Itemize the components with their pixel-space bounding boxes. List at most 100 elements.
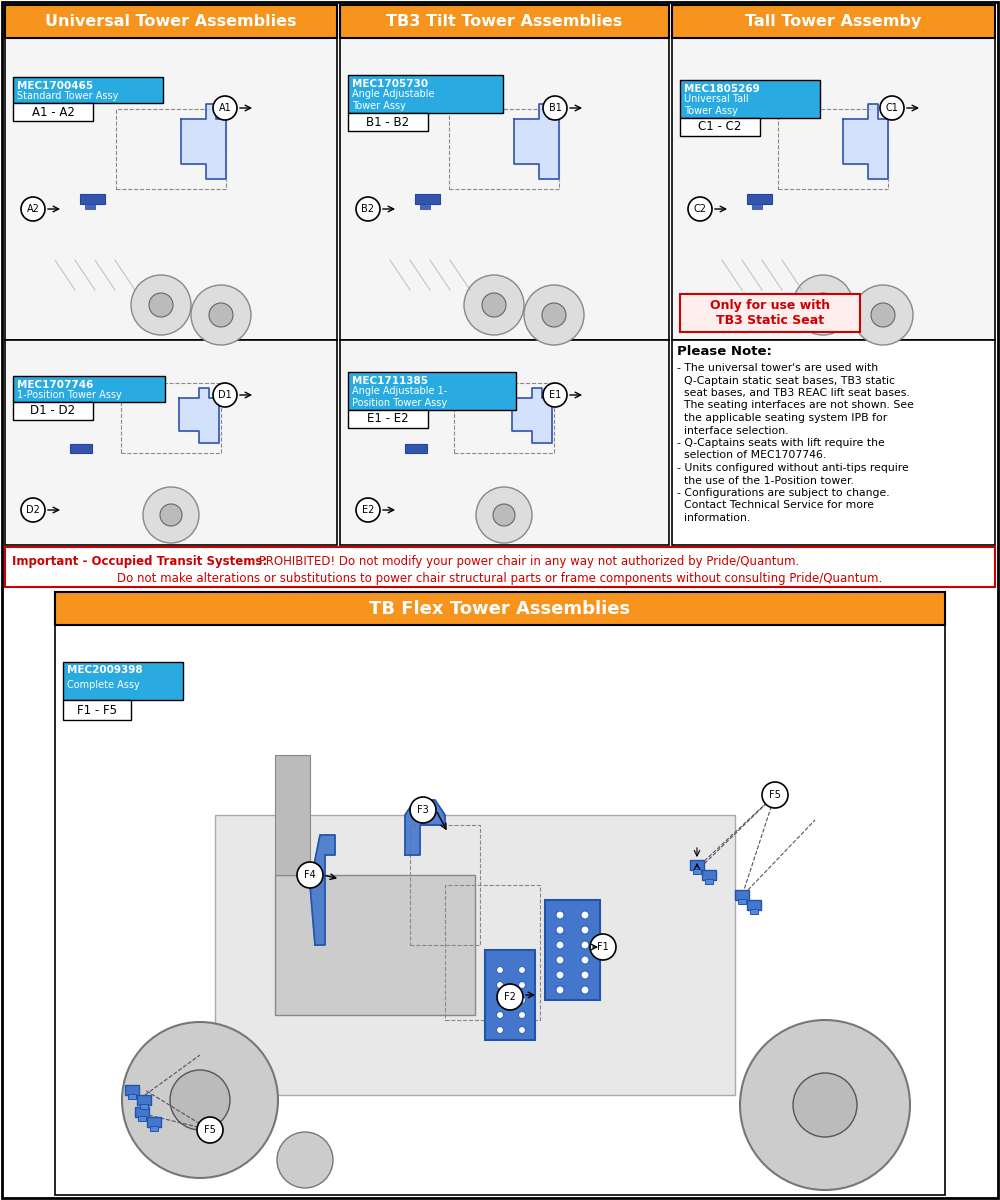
- Polygon shape: [512, 388, 552, 443]
- Circle shape: [496, 1012, 504, 1019]
- Circle shape: [496, 1026, 504, 1033]
- Bar: [420, 204, 430, 209]
- Bar: [348, 410, 428, 428]
- Circle shape: [793, 275, 853, 335]
- Text: Position Tower Assy: Position Tower Assy: [352, 398, 447, 408]
- Circle shape: [497, 984, 523, 1010]
- Text: Q-Captain static seat bases, TB3 static: Q-Captain static seat bases, TB3 static: [677, 376, 895, 385]
- Circle shape: [464, 275, 524, 335]
- Text: D2: D2: [26, 505, 40, 515]
- Circle shape: [524, 284, 584, 346]
- Circle shape: [493, 504, 515, 526]
- Circle shape: [496, 982, 504, 989]
- Circle shape: [356, 197, 380, 221]
- Text: D1: D1: [218, 390, 232, 400]
- Text: - Q-Captains seats with lift require the: - Q-Captains seats with lift require the: [677, 438, 885, 448]
- Bar: [348, 372, 516, 410]
- Bar: [747, 900, 761, 910]
- Text: Contact Technical Service for more: Contact Technical Service for more: [677, 500, 874, 510]
- Bar: [13, 376, 165, 402]
- Text: selection of MEC1707746.: selection of MEC1707746.: [677, 450, 826, 461]
- Text: PROHIBITED! Do not modify your power chair in any way not authorized by Pride/Qu: PROHIBITED! Do not modify your power cha…: [255, 554, 799, 568]
- Bar: [348, 74, 503, 113]
- Polygon shape: [310, 835, 335, 946]
- Text: Universal Tall: Universal Tall: [684, 94, 749, 104]
- Circle shape: [213, 383, 237, 407]
- Bar: [13, 103, 93, 121]
- Text: MEC2009398: MEC2009398: [67, 665, 143, 674]
- Text: F1: F1: [597, 942, 609, 952]
- Text: Angle Adjustable: Angle Adjustable: [352, 89, 434, 98]
- Text: F4: F4: [304, 870, 316, 880]
- Bar: [415, 194, 440, 204]
- Bar: [5, 340, 337, 545]
- Bar: [140, 1104, 148, 1109]
- Text: TB3 Tilt Tower Assemblies: TB3 Tilt Tower Assemblies: [386, 14, 623, 29]
- Bar: [690, 860, 704, 870]
- Bar: [405, 444, 427, 452]
- Text: MEC1805269: MEC1805269: [684, 84, 760, 94]
- Text: F5: F5: [204, 1126, 216, 1135]
- Circle shape: [740, 1020, 910, 1190]
- Bar: [454, 383, 554, 452]
- Bar: [5, 38, 337, 340]
- Bar: [5, 5, 337, 38]
- Bar: [55, 625, 945, 1195]
- Circle shape: [581, 971, 589, 979]
- Bar: [116, 109, 226, 188]
- Bar: [340, 5, 669, 38]
- Text: F1 - F5: F1 - F5: [77, 703, 117, 716]
- Bar: [125, 1085, 139, 1094]
- Bar: [680, 80, 820, 118]
- Bar: [705, 878, 713, 884]
- Text: Do not make alterations or substitutions to power chair structural parts or fram: Do not make alterations or substitutions…: [117, 572, 883, 584]
- Circle shape: [209, 302, 233, 326]
- Text: E1: E1: [549, 390, 561, 400]
- Circle shape: [581, 911, 589, 919]
- Bar: [778, 109, 888, 188]
- Text: - Configurations are subject to change.: - Configurations are subject to change.: [677, 488, 890, 498]
- Circle shape: [518, 996, 526, 1003]
- Text: information.: information.: [677, 514, 750, 523]
- Bar: [672, 5, 995, 38]
- Bar: [680, 118, 760, 136]
- Circle shape: [871, 302, 895, 326]
- Circle shape: [811, 293, 835, 317]
- Text: A1: A1: [219, 103, 231, 113]
- Circle shape: [543, 96, 567, 120]
- Circle shape: [556, 956, 564, 964]
- Bar: [752, 204, 762, 209]
- Text: B1: B1: [549, 103, 561, 113]
- Text: seat bases, and TB3 REAC lift seat bases.: seat bases, and TB3 REAC lift seat bases…: [677, 388, 910, 398]
- Bar: [693, 869, 701, 874]
- Polygon shape: [405, 800, 445, 854]
- Text: Important - Occupied Transit Systems:: Important - Occupied Transit Systems:: [12, 554, 267, 568]
- Bar: [138, 1116, 146, 1121]
- Circle shape: [21, 197, 45, 221]
- Circle shape: [556, 911, 564, 919]
- Bar: [85, 204, 95, 209]
- Bar: [150, 1126, 158, 1130]
- Bar: [672, 38, 995, 340]
- Circle shape: [170, 1070, 230, 1130]
- Text: interface selection.: interface selection.: [677, 426, 788, 436]
- Circle shape: [880, 96, 904, 120]
- Text: A1 - A2: A1 - A2: [32, 106, 74, 119]
- Text: F2: F2: [504, 992, 516, 1002]
- Circle shape: [143, 487, 199, 542]
- Circle shape: [213, 96, 237, 120]
- Circle shape: [556, 971, 564, 979]
- Text: 1-Position Tower Assy: 1-Position Tower Assy: [17, 390, 122, 400]
- Text: TB Flex Tower Assemblies: TB Flex Tower Assemblies: [369, 600, 631, 618]
- Circle shape: [496, 966, 504, 973]
- Text: the applicable seating system IPB for: the applicable seating system IPB for: [677, 413, 887, 422]
- Text: Only for use with
TB3 Static Seat: Only for use with TB3 Static Seat: [710, 299, 830, 326]
- Bar: [449, 109, 559, 188]
- Bar: [680, 294, 860, 332]
- Circle shape: [482, 293, 506, 317]
- Text: Tall Tower Assemby: Tall Tower Assemby: [745, 14, 922, 29]
- Text: C1: C1: [886, 103, 898, 113]
- Text: MEC1705730: MEC1705730: [352, 79, 428, 89]
- Bar: [702, 870, 716, 880]
- Circle shape: [518, 1012, 526, 1019]
